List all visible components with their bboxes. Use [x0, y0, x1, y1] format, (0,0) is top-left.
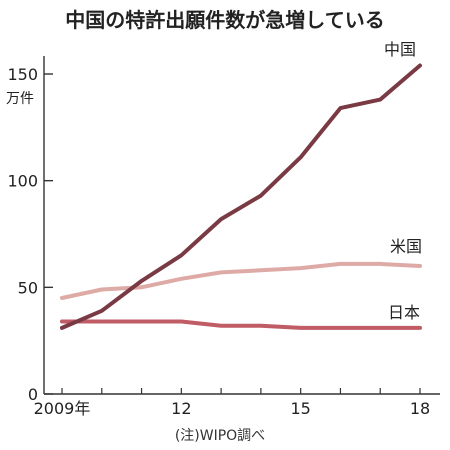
source-note: (注)WIPO調べ: [175, 428, 265, 444]
series-lines: [60, 63, 422, 330]
y-tick-label: 0: [28, 385, 38, 404]
series-label-japan: 日本: [388, 303, 420, 322]
series-label-usa: 米国: [390, 237, 422, 256]
y-tick-label: 50: [18, 278, 38, 297]
x-tick-label: 18: [410, 399, 430, 418]
series-line-china: [60, 63, 422, 330]
y-tick-label: 150: [7, 65, 38, 84]
x-tick-label: 12: [171, 399, 191, 418]
x-tick-label: 15: [290, 399, 310, 418]
y-axis-unit: 万件: [6, 91, 34, 107]
y-tick-label: 100: [7, 172, 38, 191]
x-tick-label: 2009年: [34, 399, 91, 418]
chart-title: 中国の特許出願件数が急増している: [65, 8, 384, 32]
series-line-japan: [60, 319, 422, 330]
x-ticks: 2009年 12 15 18: [34, 388, 430, 418]
series-label-china: 中国: [384, 40, 416, 59]
series-line-usa: [60, 261, 422, 300]
y-ticks: 0 50 100 150: [7, 65, 53, 404]
